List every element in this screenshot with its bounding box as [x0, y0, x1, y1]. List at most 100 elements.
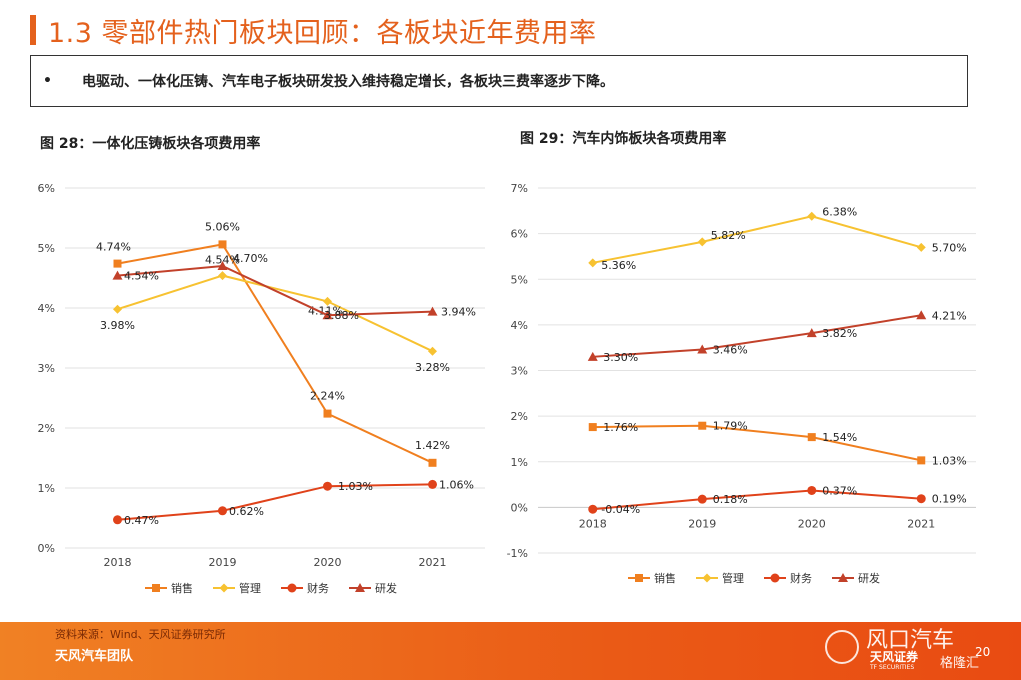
- title-accent-bar: [30, 15, 36, 45]
- data-label: 4.21%: [932, 309, 967, 322]
- data-point: [113, 259, 122, 268]
- legend-marker: [635, 574, 643, 582]
- legend-label: 财务: [307, 581, 329, 595]
- page-title: 1.3 零部件热门板块回顾：各板块近年费用率: [48, 17, 597, 49]
- series-line: [592, 489, 922, 511]
- y-tick-label: 6%: [38, 182, 55, 195]
- series-line: [592, 314, 922, 358]
- chart-28: 0% 1% 2% 3% 4% 5% 6% 2018 2019 2020 2021 4.74% 5.06%…: [38, 182, 485, 595]
- data-point: [113, 304, 122, 314]
- data-label: 3.46%: [713, 344, 748, 357]
- y-tick-label: 6%: [511, 228, 528, 241]
- data-label: 1.42%: [415, 439, 450, 452]
- data-point: [218, 240, 227, 249]
- legend-marker: [152, 584, 160, 592]
- series-管理: 3.98%4.54%4.11%3.28%: [100, 254, 450, 375]
- data-point: [807, 211, 817, 221]
- data-label: 0.47%: [124, 514, 159, 527]
- data-label: 1.03%: [338, 480, 373, 493]
- data-label: 2.24%: [310, 390, 345, 403]
- y-tick-label: 4%: [511, 319, 528, 332]
- y-tick-label: 1%: [511, 456, 528, 469]
- legend-label: 管理: [722, 571, 744, 585]
- series-line: [592, 215, 922, 264]
- data-point: [428, 346, 437, 356]
- data-label: 3.98%: [100, 319, 135, 332]
- data-point: [917, 456, 926, 465]
- data-point: [587, 351, 598, 361]
- data-point: [323, 409, 332, 418]
- logo-text: 天风证券: [870, 650, 919, 664]
- series-研发: 4.54%4.70%3.88% 3.94%: [112, 252, 476, 322]
- data-point: [588, 258, 598, 268]
- legend: 销售 管理 财务 研发: [628, 571, 880, 585]
- data-label: 4.70%: [233, 252, 268, 265]
- x-tick-label: 2019: [688, 517, 716, 530]
- data-label: 3.94%: [441, 306, 476, 319]
- legend-marker: [219, 583, 229, 593]
- series-line: [117, 274, 433, 353]
- y-tick-label: 0%: [511, 501, 528, 514]
- summary-box: • 电驱动、一体化压铸、汽车电子板块研发投入维持稳定增长，各板块三费率逐步下降。: [30, 55, 968, 107]
- x-tick-label: 2018: [579, 517, 607, 530]
- data-point: [323, 296, 332, 306]
- series-line: [592, 424, 922, 462]
- data-label: 5.06%: [205, 220, 240, 233]
- data-point: [428, 458, 437, 467]
- watermark-text: 风口汽车: [866, 628, 955, 653]
- x-tick-label: 2020: [314, 556, 342, 569]
- data-label: 1.76%: [603, 421, 638, 434]
- data-point: [428, 479, 437, 489]
- data-label: 0.18%: [713, 493, 748, 506]
- figure-29-title: 图 29：汽车内饰板块各项费用率: [520, 131, 727, 147]
- y-tick-label: 4%: [38, 302, 55, 315]
- team-name: 天风汽车团队: [55, 649, 134, 664]
- series-销售: 1.76% 1.79% 1.54% 1.03%: [588, 420, 967, 467]
- y-tick-label: 0%: [38, 542, 55, 555]
- legend-label: 研发: [375, 581, 397, 595]
- data-label: 5.36%: [601, 259, 636, 272]
- data-point: [916, 310, 927, 320]
- data-label: 4.54%: [205, 254, 240, 267]
- y-tick-label: 2%: [38, 422, 55, 435]
- data-label: 3.82%: [822, 327, 857, 340]
- y-tick-label: 5%: [38, 242, 55, 255]
- watermark-wechat-icon: [825, 630, 859, 664]
- legend: 销售 管理 财务 研发: [145, 581, 397, 595]
- data-point: [806, 328, 817, 338]
- data-label: 0.19%: [932, 493, 967, 506]
- series-line: [117, 483, 433, 521]
- y-tick-label: 1%: [38, 482, 55, 495]
- data-label: 1.54%: [822, 431, 857, 444]
- data-point: [218, 271, 227, 281]
- data-point: [807, 433, 816, 442]
- data-point: [588, 504, 598, 514]
- data-label: 3.28%: [415, 361, 450, 374]
- chart-29: -1% 0% 1% 2% 3% 4% 5% 6% 7% 2018 2019 2020 2021 1.76%…: [507, 182, 976, 585]
- data-label: 5.82%: [711, 229, 746, 242]
- data-point: [697, 344, 708, 354]
- data-label: 5.70%: [932, 241, 967, 254]
- series-财务: 0.47% 0.62% 1.03% 1.06%: [113, 478, 474, 527]
- data-point: [698, 421, 707, 430]
- legend-label: 财务: [790, 571, 812, 585]
- x-tick-label: 2020: [798, 517, 826, 530]
- series-管理: 5.36% 5.82% 6.38% 5.70%: [588, 205, 967, 272]
- series-line: [117, 243, 433, 464]
- data-label: 6.38%: [822, 205, 857, 218]
- data-label: 0.37%: [822, 484, 857, 497]
- data-point: [323, 481, 332, 491]
- y-tick-label: 2%: [511, 410, 528, 423]
- data-label: 1.06%: [439, 478, 474, 491]
- data-label: 4.74%: [96, 241, 131, 254]
- legend-marker: [287, 583, 297, 593]
- legend-label: 研发: [858, 571, 880, 585]
- data-label: -0.04%: [601, 503, 640, 516]
- title-bar: 1.3 零部件热门板块回顾：各板块近年费用率: [30, 10, 597, 50]
- series-财务: -0.04% 0.18% 0.37% 0.19%: [588, 484, 967, 516]
- data-label: 4.54%: [124, 270, 159, 283]
- series-销售: 4.74% 5.06% 2.24% 1.42%: [96, 220, 450, 467]
- data-point: [916, 494, 926, 504]
- data-label: 1.79%: [713, 420, 748, 433]
- legend-marker: [702, 573, 712, 583]
